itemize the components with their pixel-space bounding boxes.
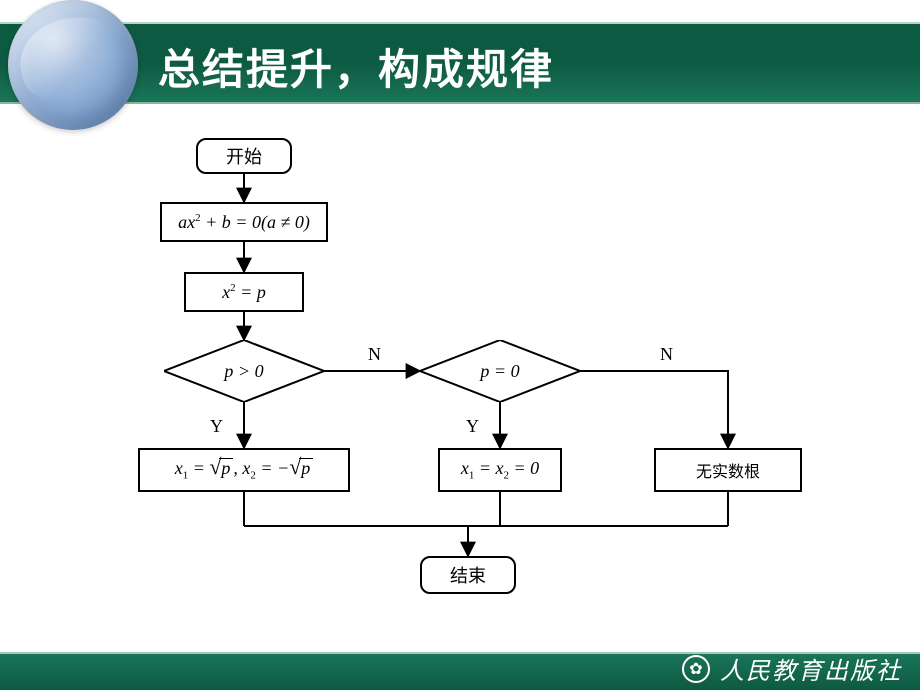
node-eq1-label: ax2 + b = 0(a ≠ 0): [178, 212, 310, 233]
edge-label-d1-no: N: [368, 344, 381, 365]
node-eq2: x2 = p: [184, 272, 304, 312]
node-result-zero-root: x1 = x2 = 0: [438, 448, 562, 492]
node-eq2-label: x2 = p: [222, 282, 266, 303]
node-r1-label: x1 = √p, x2 = −√p: [175, 458, 314, 482]
brand-icon: ✿: [682, 655, 710, 683]
node-start: 开始: [196, 138, 292, 174]
node-end: 结束: [420, 556, 516, 594]
node-decision-p-eq-0: p = 0: [420, 340, 580, 402]
node-start-label: 开始: [226, 143, 262, 169]
node-result-no-real-root: 无实数根: [654, 448, 802, 492]
edge-label-d1-yes: Y: [210, 416, 223, 437]
slide-title: 总结提升，构成规律: [158, 36, 554, 97]
edge-label-d2-no: N: [660, 344, 673, 365]
node-decision-p-gt-0: p > 0: [164, 340, 324, 402]
footer-brand: ✿ 人民教育出版社: [682, 651, 902, 686]
node-end-label: 结束: [450, 562, 486, 588]
node-r2-label: x1 = x2 = 0: [461, 458, 539, 482]
brand-text: 人民教育出版社: [720, 651, 902, 686]
node-d2-label: p = 0: [480, 361, 519, 382]
slide-footer: ✿ 人民教育出版社: [0, 652, 920, 690]
node-r3-label: 无实数根: [696, 458, 760, 482]
slide-header: 总结提升，构成规律: [0, 0, 920, 120]
flowchart-canvas: 开始 ax2 + b = 0(a ≠ 0) x2 = p p > 0 p = 0…: [0, 130, 920, 640]
logo-circle: [8, 0, 138, 130]
edge-label-d2-yes: Y: [466, 416, 479, 437]
node-eq1: ax2 + b = 0(a ≠ 0): [160, 202, 328, 242]
node-result-two-roots: x1 = √p, x2 = −√p: [138, 448, 350, 492]
node-d1-label: p > 0: [224, 361, 263, 382]
